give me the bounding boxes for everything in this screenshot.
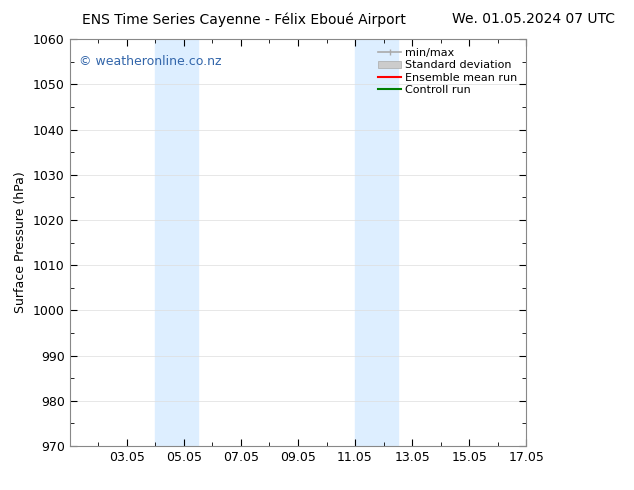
Bar (155, 39, 198, 446)
Text: © weatheronline.co.nz: © weatheronline.co.nz (79, 55, 221, 69)
Legend: min/max, Standard deviation, Ensemble mean run, Controll run: min/max, Standard deviation, Ensemble me… (375, 45, 521, 98)
Bar (355, 39, 398, 446)
Text: We. 01.05.2024 07 UTC: We. 01.05.2024 07 UTC (452, 12, 615, 26)
Text: ENS Time Series Cayenne - Félix Eboué Airport: ENS Time Series Cayenne - Félix Eboué Ai… (82, 12, 406, 27)
Y-axis label: Surface Pressure (hPa): Surface Pressure (hPa) (15, 172, 27, 314)
